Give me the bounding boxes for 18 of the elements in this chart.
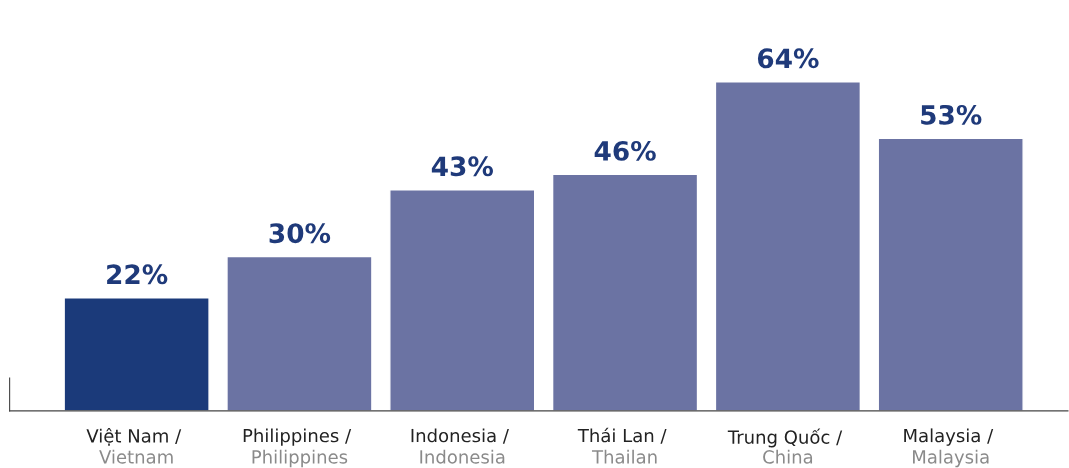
bar: [389, 189, 536, 411]
data-label: 43%: [431, 156, 493, 177]
bar: [551, 173, 699, 411]
data-label: 22%: [107, 264, 168, 285]
data-label: 30%: [269, 223, 331, 244]
data-label: 64%: [757, 48, 819, 69]
x-tick-label: Malaysia / Malaysia: [904, 428, 994, 468]
data-label: 46%: [594, 140, 656, 161]
bar: [63, 297, 210, 411]
x-tick-label: Thái Lan / Thailan: [577, 427, 667, 464]
x-tick-label: Trung Quốc / China: [727, 428, 843, 464]
bar: [226, 255, 373, 411]
bar: [714, 81, 862, 411]
x-tick-label: Philippines / Philippines: [243, 428, 352, 468]
bar: [877, 137, 1024, 411]
x-tick-label: Indonesia / Indonesia: [411, 428, 509, 464]
x-tick-label: Việt Nam / Vietnam: [86, 427, 182, 464]
data-label: 53%: [921, 104, 982, 125]
